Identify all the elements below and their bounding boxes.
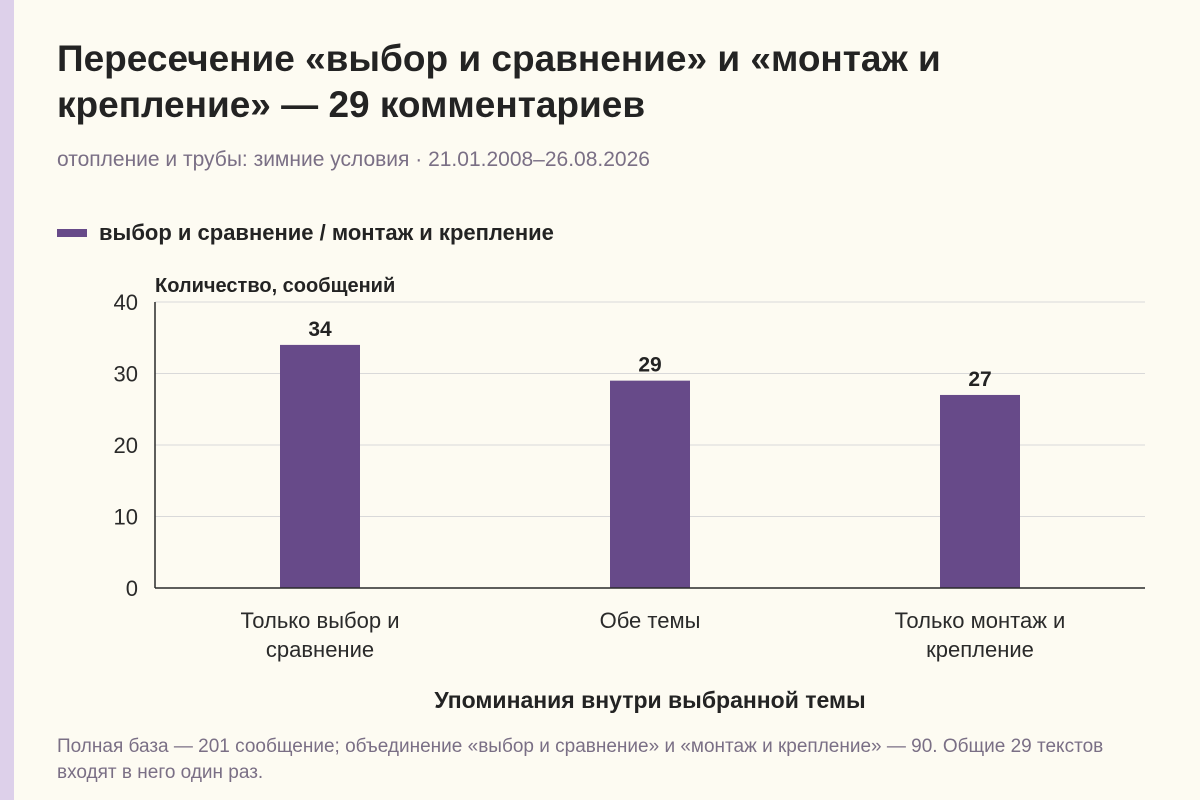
x-axis-label: Упоминания внутри выбранной темы xyxy=(434,687,865,713)
bar xyxy=(280,344,360,588)
bar xyxy=(940,394,1020,588)
x-tick-label-line: Обе темы xyxy=(600,608,701,633)
x-tick-label: Обе темы xyxy=(600,608,701,633)
x-tick-label-line: Только выбор и xyxy=(241,608,400,633)
bar-data-label: 27 xyxy=(968,368,991,391)
chart-legend: выбор и сравнение / монтаж и крепление xyxy=(57,218,554,248)
legend-swatch xyxy=(57,229,87,237)
x-tick-label: Только выбор и сравнение xyxy=(241,608,400,662)
y-tick-label: 30 xyxy=(114,362,138,387)
y-tick-label: 0 xyxy=(126,576,138,601)
x-tick-label-line: крепление xyxy=(926,637,1034,662)
bar xyxy=(610,380,690,588)
y-axis-label: Количество, сообщений xyxy=(155,275,395,297)
legend-label: выбор и сравнение / монтаж и крепление xyxy=(99,220,554,245)
x-tick-label-line: сравнение xyxy=(266,637,374,662)
y-tick-label: 40 xyxy=(114,290,138,315)
left-accent-stripe xyxy=(0,0,14,800)
y-tick-label: 10 xyxy=(114,505,138,530)
bar-data-label: 34 xyxy=(308,318,332,341)
x-tick-label: Только монтаж и крепление xyxy=(895,608,1066,662)
chart-title: Пересечение «выбор и сравнение» и «монта… xyxy=(57,38,941,125)
x-tick-label-line: Только монтаж и xyxy=(895,608,1066,633)
footnote: Полная база — 201 сообщение; объединение… xyxy=(57,736,1104,783)
y-tick-label: 20 xyxy=(114,433,138,458)
bar-data-label: 29 xyxy=(638,354,661,377)
chart-subtitle: отопление и трубы: зимние условия · 21.0… xyxy=(57,148,650,171)
